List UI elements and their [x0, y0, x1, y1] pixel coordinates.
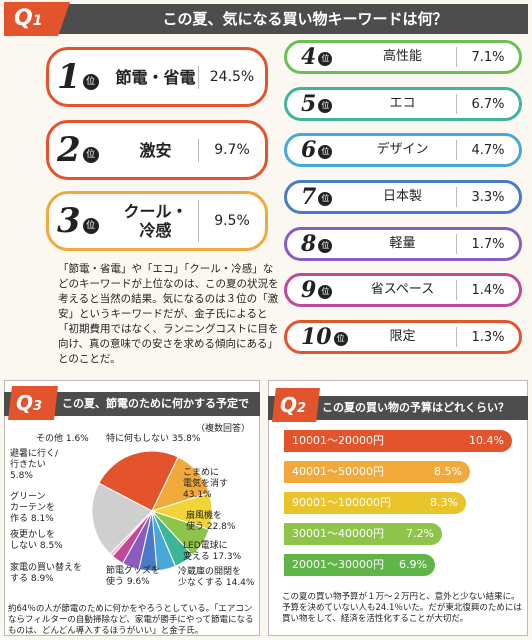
- rank-keyword: エコ: [349, 94, 457, 114]
- rank-keyword: 高性能: [349, 47, 457, 67]
- rank-percent: 7.1%: [471, 49, 505, 65]
- rank-percent: 24.5%: [209, 69, 255, 85]
- rank-keyword: 節電・省電: [113, 65, 199, 89]
- q1-badge: Q1: [4, 2, 70, 36]
- rank-percent: 4.7%: [471, 142, 505, 158]
- budget-percent: 8.3%: [430, 496, 458, 509]
- rank-suffix: 位: [318, 192, 333, 206]
- pie-label-led-bulb: LED電球に 変える 17.3%: [183, 541, 242, 562]
- rank-suffix: 位: [318, 285, 333, 299]
- q1-comment: 「節電・省電」や「エコ」「クール・冷感」などのキーワードが上位なのは、この夏の状…: [58, 263, 279, 365]
- rank-number: 1: [57, 57, 81, 97]
- pie-label-other: その他 1.6%: [36, 434, 89, 444]
- budget-bar: 90001～100000円 8.3%: [284, 492, 466, 514]
- rank-keyword: 軽量: [349, 234, 457, 254]
- rank-percent: 1.7%: [471, 236, 505, 252]
- budget-bar: 10001～20000円 10.4%: [284, 430, 512, 452]
- budget-percent: 6.9%: [399, 558, 427, 571]
- q3-comment: 約64％の人が節電のために何かをやろうとしている。「エアコンならフィルターの自動…: [8, 604, 254, 636]
- budget-percent: 10.4%: [469, 434, 504, 447]
- q3-multiple-answer-note: （複数回答）: [196, 424, 251, 434]
- q3-badge: Q3: [8, 386, 58, 420]
- rank-number: 2: [57, 130, 81, 170]
- rank-number: 10: [301, 324, 332, 350]
- rank-suffix: 位: [333, 332, 348, 346]
- budget-bar: 30001～40000円 7.2%: [284, 523, 442, 545]
- q3-title: この夏、節電のために何かする予定ですか？: [62, 397, 249, 434]
- pie-label-fridge: 冷蔵庫の開閉を 少なくする 14.4%: [178, 567, 255, 588]
- rank-suffix: 位: [82, 218, 99, 234]
- budget-bar: 20001～30000円 6.9%: [284, 554, 435, 576]
- rank-suffix: 位: [318, 145, 333, 159]
- rank-card-6: 6 位 デザイン 4.7%: [284, 133, 522, 167]
- rank-number: 8: [301, 231, 317, 257]
- budget-percent: 8.5%: [434, 465, 462, 478]
- rank-suffix: 位: [82, 147, 99, 163]
- rank-number: 9: [301, 277, 317, 303]
- rank-number: 5: [301, 91, 317, 117]
- rank-percent: 1.3%: [471, 329, 505, 345]
- pie-label-replace-appliances: 家電の買い替えを する 8.9%: [10, 563, 83, 584]
- budget-range: 90001～100000円: [292, 496, 391, 509]
- rank-keyword: 激安: [113, 138, 199, 162]
- q2-title: この夏の買い物の予算はどれくらい？: [322, 401, 509, 414]
- rank-card-9: 9 位 省スペース 1.4%: [284, 273, 522, 307]
- pie-label-summer-retreat: 避暑に行く/行きたい 5.8%: [10, 449, 59, 481]
- q1-title: この夏、気になる買い物キーワードは何？: [162, 10, 448, 28]
- rank-card-4: 4 位 高性能 7.1%: [284, 40, 522, 74]
- rank-number: 7: [301, 184, 317, 210]
- pie-label-no-late-night: 夜更かしを しない 8.5%: [10, 530, 63, 551]
- rank-keyword: クール・ 冷感: [113, 200, 199, 242]
- rank-card-8: 8 位 軽量 1.7%: [284, 227, 522, 261]
- pie-slice-0: [98, 450, 179, 512]
- rank-percent: 1.4%: [471, 282, 505, 298]
- pie-label-electric-fan: 扇風機を 使う 22.8%: [186, 511, 236, 532]
- rank-percent: 3.3%: [471, 189, 505, 205]
- rank-suffix: 位: [82, 74, 99, 90]
- budget-percent: 7.2%: [406, 527, 434, 540]
- budget-bar: 40001～50000円 8.5%: [284, 461, 470, 483]
- pie-slice-10: [91, 482, 153, 555]
- pie-label-turn-off-lights: こまめに 電気を消す 43.1%: [183, 468, 229, 500]
- budget-range: 20001～30000円: [292, 558, 384, 571]
- q2-badge: Q2: [272, 388, 320, 422]
- pie-label-green-curtain: グリーン カーテンを 作る 8.1%: [10, 492, 56, 524]
- rank-number: 6: [301, 137, 317, 163]
- pie-label-goods: 節電グッズを 使う 9.6%: [106, 566, 161, 587]
- rank-suffix: 位: [318, 52, 333, 66]
- rank-number: 4: [301, 44, 317, 70]
- q1-header-bar: [4, 4, 528, 34]
- budget-range: 40001～50000円: [292, 465, 384, 478]
- rank-card-5: 5 位 エコ 6.7%: [284, 87, 522, 121]
- rank-percent: 9.7%: [214, 142, 250, 158]
- q3-pie-chart: [91, 450, 213, 572]
- rank-keyword: 限定: [349, 327, 457, 347]
- rank-keyword: デザイン: [349, 140, 457, 160]
- rank-card-7: 7 位 日本製 3.3%: [284, 180, 522, 214]
- q2-comment: この夏の買い物予算が１万～２万円と、意外と少ない結果に。予算を決めていない人も2…: [282, 592, 522, 624]
- rank-suffix: 位: [318, 239, 333, 253]
- rank-suffix: 位: [318, 99, 333, 113]
- rank-percent: 6.7%: [471, 96, 505, 112]
- pie-label-nothing: 特に何もしない 35.8%: [106, 434, 201, 444]
- rank-card-10: 10 位限定 1.3%: [284, 320, 522, 354]
- rank-percent: 9.5%: [214, 213, 250, 229]
- rank-keyword: 省スペース: [349, 280, 457, 300]
- rank-keyword: 日本製: [349, 187, 457, 207]
- budget-range: 10001～20000円: [292, 434, 384, 447]
- budget-range: 30001～40000円: [292, 527, 384, 540]
- rank-number: 3: [57, 201, 81, 241]
